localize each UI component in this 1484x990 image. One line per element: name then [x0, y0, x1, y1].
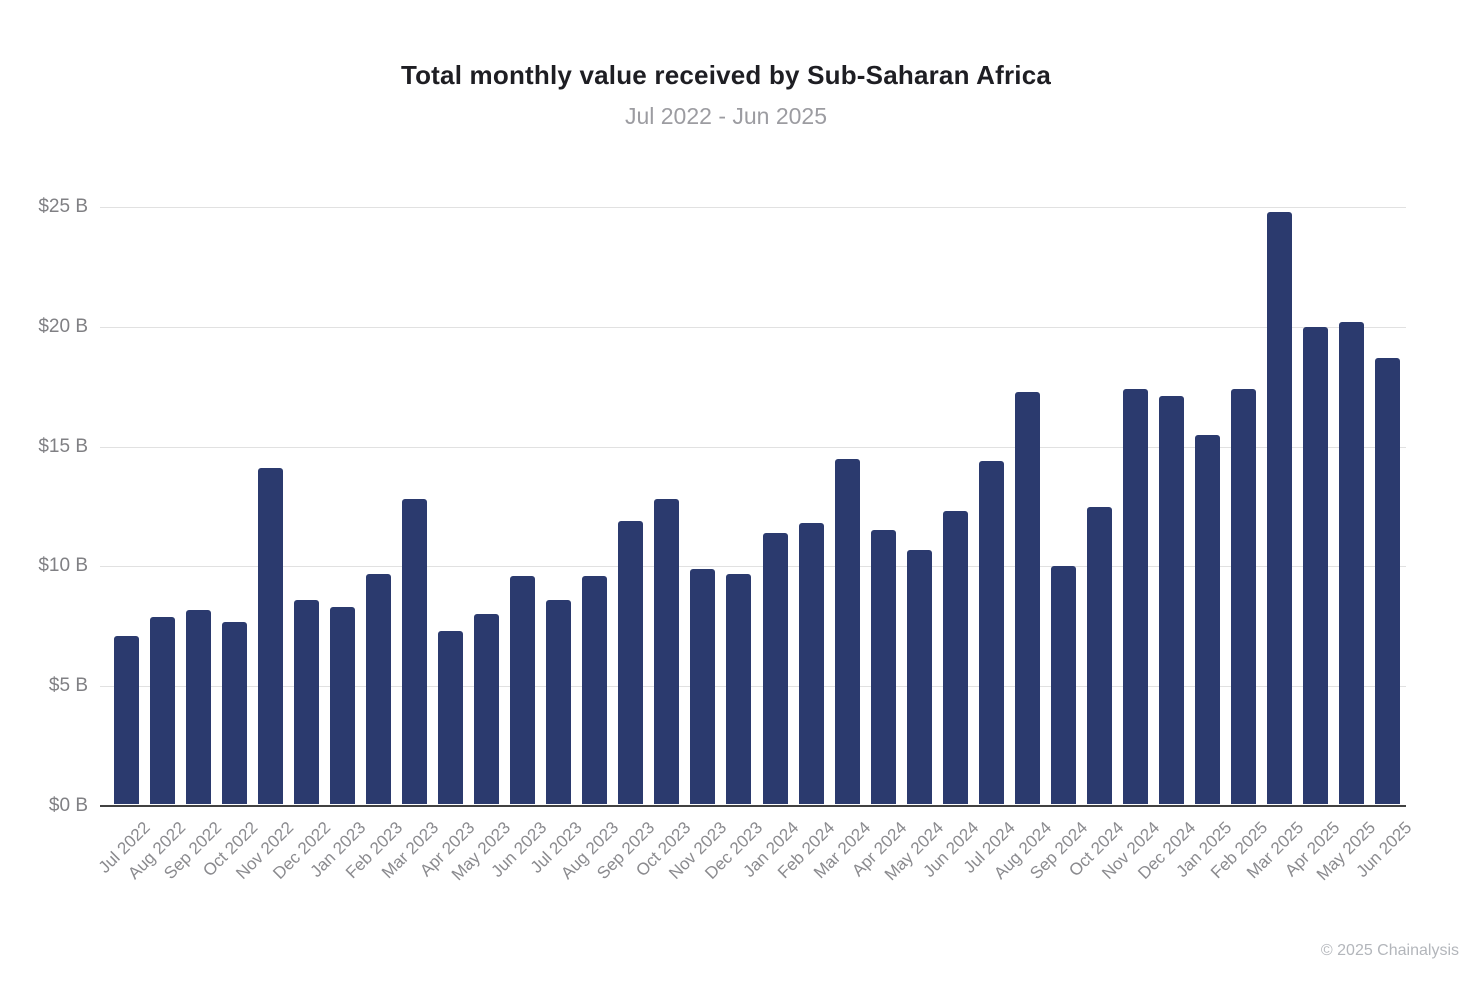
bar[interactable]: [1339, 322, 1365, 804]
bar[interactable]: [1375, 357, 1401, 804]
copyright-notice: © 2025 Chainalysis: [1320, 942, 1459, 959]
bar[interactable]: [510, 575, 536, 804]
bar[interactable]: [221, 621, 247, 804]
bar[interactable]: [798, 523, 824, 804]
chart-subtitle: Jul 2022 - Jun 2025: [624, 103, 828, 129]
bar[interactable]: [1195, 434, 1221, 804]
bar[interactable]: [870, 530, 896, 804]
bar[interactable]: [438, 631, 464, 804]
bar[interactable]: [546, 599, 572, 804]
bar[interactable]: [329, 607, 355, 804]
bar[interactable]: [1087, 506, 1113, 804]
bar[interactable]: [1303, 326, 1329, 804]
gridline: [100, 686, 1406, 688]
bar[interactable]: [149, 616, 175, 804]
bar[interactable]: [978, 460, 1004, 804]
chart-title: Total monthly value received by Sub-Saha…: [400, 60, 1052, 90]
bar[interactable]: [1050, 566, 1076, 804]
bar[interactable]: [690, 568, 716, 804]
bar[interactable]: [401, 499, 427, 804]
gridline: [100, 326, 1406, 328]
bar[interactable]: [726, 573, 752, 804]
bar[interactable]: [474, 614, 500, 804]
bar[interactable]: [834, 458, 860, 804]
bar[interactable]: [1231, 389, 1257, 804]
bar[interactable]: [618, 520, 644, 804]
bar[interactable]: [582, 575, 608, 804]
bar[interactable]: [1267, 211, 1293, 804]
y-tick-label: $15 B: [38, 435, 88, 457]
y-tick-label: $25 B: [38, 196, 88, 217]
gridline: [100, 207, 1406, 208]
plot-area: [100, 207, 1406, 807]
bar[interactable]: [1014, 391, 1040, 804]
gridline: [100, 566, 1406, 568]
bar[interactable]: [365, 573, 391, 804]
bar[interactable]: [1123, 389, 1149, 804]
bar[interactable]: [293, 599, 319, 804]
gridline: [100, 446, 1406, 448]
bar[interactable]: [654, 499, 680, 804]
bar[interactable]: [257, 468, 283, 804]
bar[interactable]: [762, 532, 788, 804]
x-axis-line: [100, 805, 1406, 807]
y-tick-label: $20 B: [38, 315, 88, 337]
y-tick-label: $0 B: [48, 795, 88, 816]
y-tick-label: $10 B: [38, 555, 88, 577]
bar[interactable]: [185, 609, 211, 804]
bar[interactable]: [906, 549, 932, 804]
bar[interactable]: [113, 635, 139, 804]
bar[interactable]: [942, 511, 968, 804]
bar[interactable]: [1159, 396, 1185, 804]
y-tick-label: $5 B: [48, 675, 88, 697]
